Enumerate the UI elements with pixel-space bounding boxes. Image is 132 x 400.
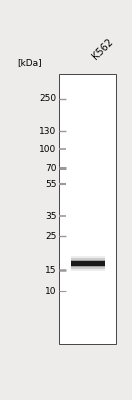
Text: 130: 130: [39, 127, 56, 136]
Text: 100: 100: [39, 144, 56, 154]
Text: 55: 55: [45, 180, 56, 189]
Text: 250: 250: [39, 94, 56, 103]
Bar: [71, 260, 105, 267]
Text: 25: 25: [45, 232, 56, 241]
Text: 35: 35: [45, 212, 56, 221]
Bar: [71, 258, 105, 269]
Text: 10: 10: [45, 287, 56, 296]
Bar: [71, 256, 105, 271]
Bar: [71, 262, 105, 266]
Text: K562: K562: [90, 37, 115, 62]
Text: [kDa]: [kDa]: [18, 58, 42, 67]
Text: 15: 15: [45, 266, 56, 275]
Text: 70: 70: [45, 164, 56, 173]
Bar: [59, 74, 116, 344]
